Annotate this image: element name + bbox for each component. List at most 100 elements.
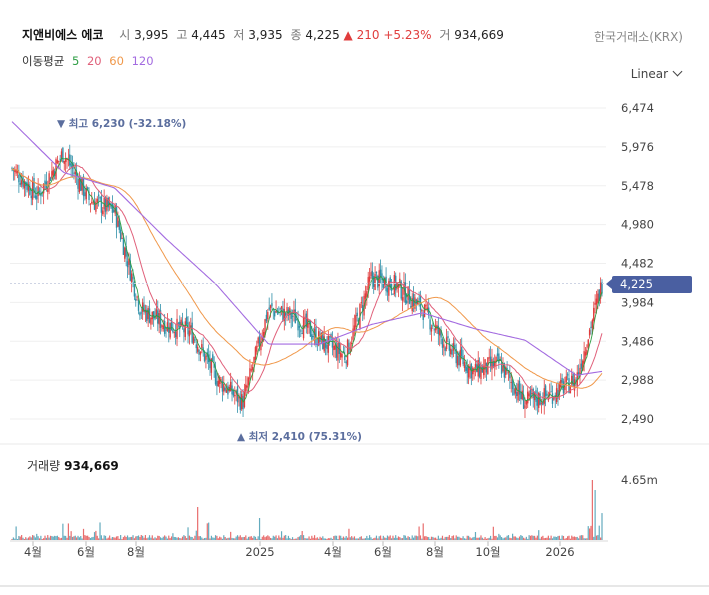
volume-bar [513,536,515,540]
volume-bar [159,537,162,540]
volume-panel-title: 거래량 [27,459,61,473]
volume-bar [538,530,540,540]
volume-bar [158,535,160,540]
candle-body [455,349,457,364]
volume-bar [590,525,592,540]
candle-body [58,160,60,162]
volume-bar [125,536,127,540]
y-tick-label: 5,478 [621,179,654,193]
volume-bar [205,537,207,540]
candle-body [555,388,558,403]
candle-body [78,178,81,193]
candle-body [221,381,224,392]
volume-bar [367,538,369,540]
candle-body [258,336,261,346]
volume-bar [452,535,455,540]
volume-bar [410,538,412,540]
candle-body [49,177,52,181]
volume-bar [578,538,580,540]
candle-body [461,347,463,357]
candle-body [417,300,419,305]
x-tick-label: 6월 [77,545,95,559]
ma120-legend[interactable]: 120 [131,54,154,68]
volume-bar [587,526,589,540]
volume-bar [418,526,420,540]
candle-body [361,305,364,311]
volume-bar [241,537,243,540]
candle-body [488,357,490,359]
volume-bar [408,537,411,540]
candle-body [148,308,151,323]
candle-body [484,359,486,370]
volume-bar [374,537,376,540]
ma5-legend[interactable]: 5 [71,54,80,68]
volume-bar [124,535,126,540]
candle-body [60,151,63,158]
candle-body [81,177,83,191]
volume-bar [143,537,145,540]
volume-bar [305,538,307,540]
volume-bar [67,523,69,540]
volume-bar [447,536,449,540]
volume-bar [92,536,94,540]
candle-body [77,178,79,189]
volume-bar [231,537,233,540]
volume-bar [282,537,284,540]
candle-body [187,322,189,335]
volume-bar [19,536,21,540]
volume-panel-value: 934,669 [64,459,119,473]
candle-body [421,309,423,312]
volume-bar [591,480,593,540]
volume-bar [412,537,415,540]
volume-bar [161,538,163,540]
volume-bar [164,535,166,540]
candle-body [38,190,41,192]
volume-bar [360,536,362,540]
candle-body [128,258,130,265]
volume-bar [545,537,547,540]
volume-bar [395,535,397,540]
volume-bar [550,535,552,540]
candle-body [459,349,462,366]
volume-bar [268,536,270,540]
candle-body [275,310,277,313]
volume-bar [534,535,536,540]
candle-body [594,302,596,305]
ma-legend: 이동평균 5 20 60 120 [22,53,158,69]
candle-body [174,331,177,338]
scale-dropdown[interactable]: Linear [631,66,683,81]
candle-body [95,202,97,212]
candle-body [300,330,302,332]
volume-bar [436,538,438,540]
candle-body [265,314,268,322]
volume-bar [458,536,460,540]
volume-bar [375,535,378,540]
volume-bar [12,537,14,540]
candle-body [580,363,583,369]
candle-body [328,336,331,338]
volume-bar [41,538,43,540]
volume-bar [235,536,237,540]
ma20-legend[interactable]: 20 [86,54,102,68]
volume-bar [400,538,402,540]
candle-body [498,353,500,364]
volume-bar [179,538,181,540]
volume-bar [451,536,453,540]
volume-bar [441,535,444,540]
candle-body [27,183,30,191]
volume-bar [140,535,142,540]
candle-body [406,300,408,304]
volume-bar [120,535,122,540]
volume-bar [18,535,20,540]
volume-bar [15,526,17,540]
volume-bar [188,535,191,540]
candle-body [333,346,335,351]
candle-body [597,293,599,304]
volume-bar [29,536,31,540]
volume-bar [355,538,357,540]
ma60-legend[interactable]: 60 [109,54,124,68]
volume-bar [593,536,595,540]
candle-body [253,357,255,363]
candle-body [315,326,317,345]
